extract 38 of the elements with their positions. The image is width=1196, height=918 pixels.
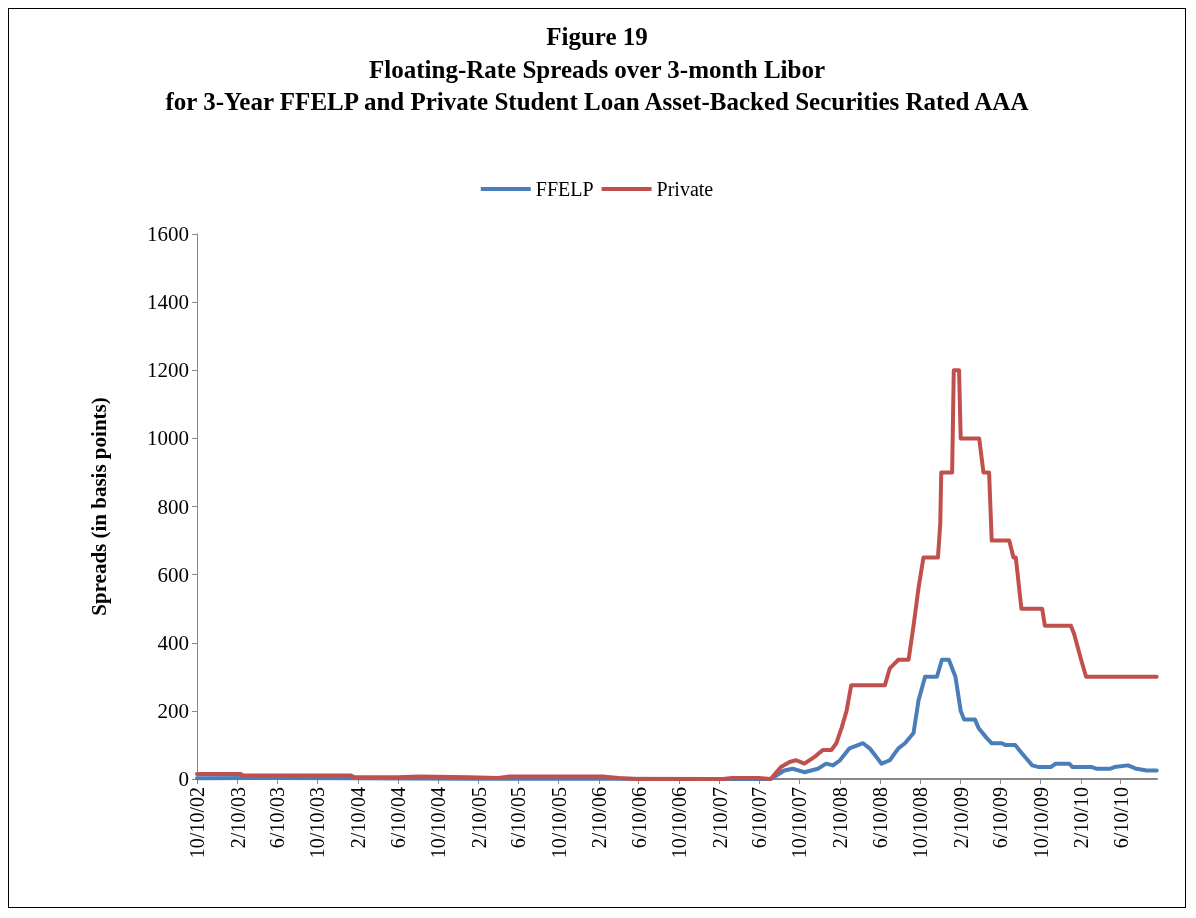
y-tick-label: 200 <box>157 698 189 723</box>
y-tick-label: 600 <box>157 562 189 587</box>
y-tick-label: 0 <box>178 767 189 791</box>
y-tick-label: 1600 <box>147 222 189 246</box>
y-tick-label: 1400 <box>147 290 189 315</box>
x-tick-label: 6/10/05 <box>507 787 530 849</box>
x-tick-label: 6/10/09 <box>989 787 1012 849</box>
x-tick-label: 6/10/08 <box>868 787 891 849</box>
x-tick-label: 10/10/05 <box>547 787 570 859</box>
x-tick-label: 6/10/07 <box>748 787 771 849</box>
chart-title: Figure 19 <box>546 23 648 50</box>
x-tick-label: 2/10/06 <box>588 787 611 849</box>
x-tick-label: 2/10/08 <box>828 787 851 849</box>
chart-subtitle: Floating-Rate Spreads over 3-month Libor for 3-Year FFELP and Private Student Loan Asset-Backed Securities Rated AAA <box>165 55 1029 115</box>
y-tick-label: 1200 <box>147 358 189 383</box>
x-tick-label: 10/10/04 <box>427 787 450 859</box>
legend-label: FFELP <box>535 178 594 200</box>
x-tick-label: 10/10/08 <box>909 787 932 859</box>
y-tick-label: 400 <box>157 630 189 655</box>
x-tick-label: 2/10/04 <box>346 787 369 849</box>
y-tick-label: 800 <box>157 494 189 519</box>
x-tick-label: 2/10/05 <box>467 787 490 849</box>
x-tick-label: 10/10/09 <box>1029 787 1052 859</box>
x-tick-label: 10/10/06 <box>667 787 690 859</box>
x-tick-label: 10/10/07 <box>788 787 811 859</box>
x-tick-label: 2/10/03 <box>226 787 249 849</box>
x-tick-label: 6/10/10 <box>1109 787 1132 849</box>
x-tick-label: 10/10/02 <box>186 787 208 859</box>
y-tick-label: 1000 <box>147 426 189 451</box>
y-axis-title: Spreads (in basis points) <box>86 397 111 616</box>
x-tick-label: 6/10/06 <box>627 787 650 849</box>
x-tick-label: 2/10/10 <box>1070 787 1093 849</box>
x-tick-label: 10/10/03 <box>306 787 329 859</box>
x-tick-label: 2/10/07 <box>708 787 731 849</box>
x-tick-label: 2/10/09 <box>949 787 972 849</box>
legend-label: Private <box>656 178 714 200</box>
x-tick-label: 6/10/03 <box>266 787 289 849</box>
x-tick-label: 6/10/04 <box>386 787 409 849</box>
